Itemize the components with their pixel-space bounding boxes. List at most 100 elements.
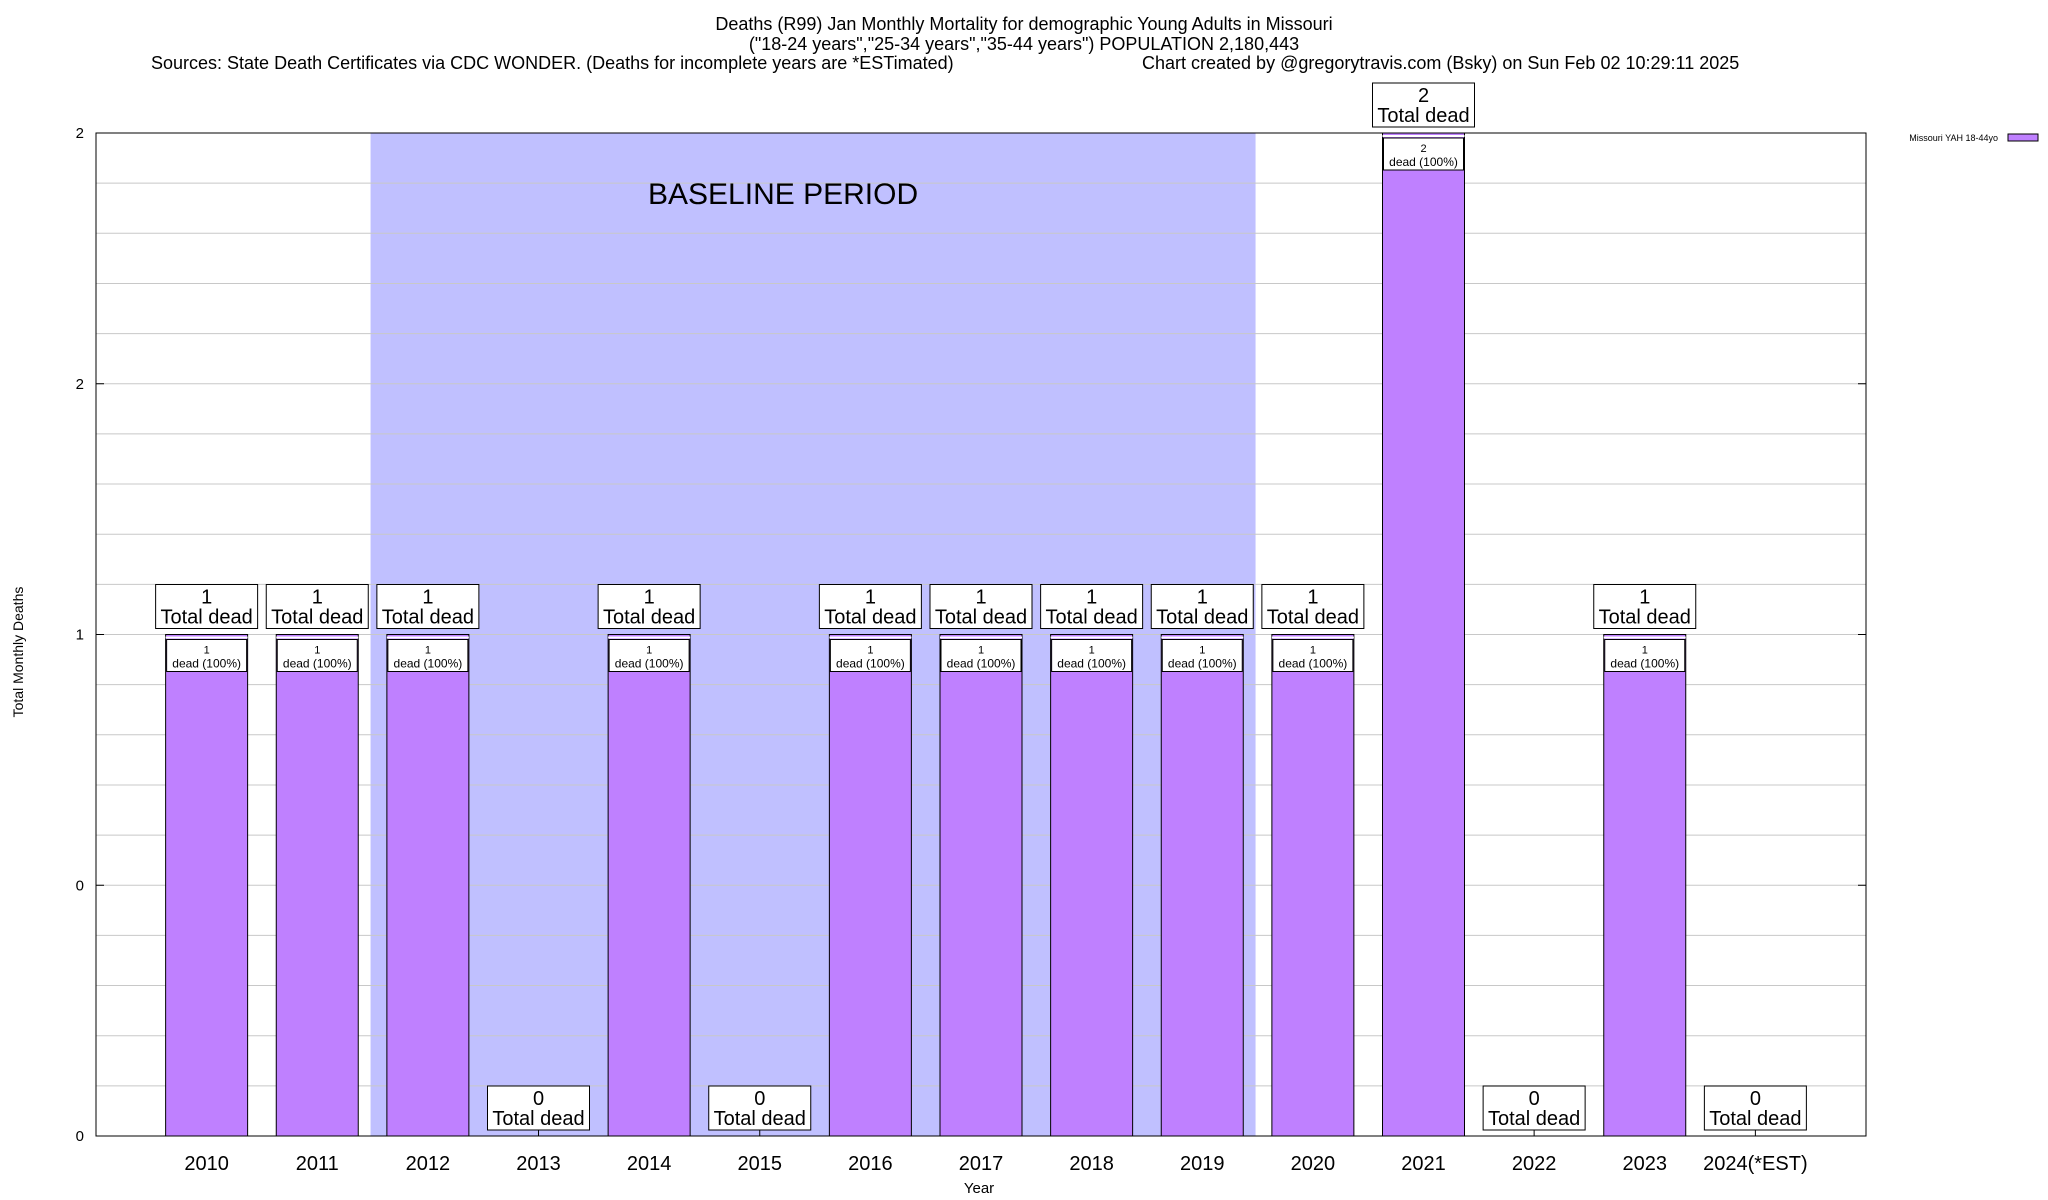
- bar-label-box: [1051, 639, 1133, 672]
- x-tick-label: 2012: [406, 1153, 451, 1175]
- total-label-value: 1: [1307, 587, 1318, 609]
- bar-label-value: 1: [1642, 645, 1648, 657]
- bar-label-box: [608, 639, 690, 672]
- y-tick-label: 0: [76, 1128, 84, 1145]
- total-label-value: 0: [754, 1088, 765, 1110]
- baseline-label: BASELINE PERIOD: [648, 178, 918, 211]
- bar-label-value: 1: [1089, 645, 1095, 657]
- bar-label-text: dead (100%): [1389, 155, 1458, 169]
- total-label-box: [818, 584, 922, 629]
- total-label-box: [1372, 82, 1475, 128]
- x-tick-label: 2019: [1180, 1153, 1225, 1175]
- total-label-box: [1261, 584, 1365, 629]
- bar-label-value: 1: [646, 645, 652, 657]
- bar: [828, 634, 912, 1137]
- bar-label-text: dead (100%): [1279, 657, 1348, 671]
- bar-label-value: 1: [1199, 645, 1205, 657]
- total-label-value: 1: [1197, 587, 1208, 609]
- total-label-text: Total dead: [160, 607, 252, 629]
- bar-label-value: 1: [978, 645, 984, 657]
- sources-note: Sources: State Death Certificates via CD…: [151, 53, 954, 73]
- bar-label-box: [1604, 639, 1686, 672]
- bar-label-value: 1: [314, 645, 320, 657]
- bar-label-value: 1: [425, 645, 431, 657]
- x-tick-label: 2013: [516, 1153, 561, 1175]
- bar-label-box: [1272, 639, 1354, 672]
- bar-label-value: 1: [1310, 645, 1316, 657]
- bar-label-box: [940, 639, 1022, 672]
- x-tick-label: 2016: [848, 1153, 893, 1175]
- bar: [165, 634, 249, 1137]
- total-label-value: 1: [644, 587, 655, 609]
- total-label-text: Total dead: [271, 607, 363, 629]
- x-tick-label: 2021: [1401, 1153, 1446, 1175]
- bar-label-box: [829, 639, 911, 672]
- total-label-value: 2: [1418, 85, 1429, 107]
- bar: [386, 634, 470, 1137]
- bar-label-box: [387, 639, 469, 672]
- total-label-text: Total dead: [603, 607, 695, 629]
- bar-label-text: dead (100%): [947, 657, 1016, 671]
- bar-label-text: dead (100%): [394, 657, 463, 671]
- bar: [1160, 634, 1244, 1137]
- total-label-text: Total dead: [382, 607, 474, 629]
- title-line-2: ("18-24 years","25-34 years","35-44 year…: [748, 34, 1300, 54]
- total-label-box: [1703, 1085, 1807, 1131]
- y-tick-label: 2: [76, 125, 84, 142]
- total-label-value: 1: [201, 587, 212, 609]
- x-axis-label: Year: [963, 1180, 995, 1197]
- total-label-box: [1593, 584, 1697, 629]
- x-tick-label: 2018: [1069, 1153, 1114, 1175]
- x-tick-label: 2017: [959, 1153, 1004, 1175]
- bar-label-box: [166, 639, 248, 672]
- x-tick-label: 2010: [184, 1153, 229, 1175]
- y-tick-label: 1: [76, 627, 84, 644]
- total-label-text: Total dead: [1488, 1108, 1580, 1130]
- bar: [275, 634, 359, 1137]
- bar: [939, 634, 1023, 1137]
- bar-label-text: dead (100%): [836, 657, 905, 671]
- total-label-box: [929, 584, 1033, 629]
- total-label-box: [1482, 1085, 1586, 1131]
- x-tick-label: 2022: [1512, 1153, 1557, 1175]
- x-tick-label: 2020: [1291, 1153, 1336, 1175]
- total-label-text: Total dead: [1377, 105, 1469, 127]
- x-tick-label: 2023: [1623, 1153, 1668, 1175]
- bar-label-text: dead (100%): [1057, 657, 1126, 671]
- total-label-text: Total dead: [714, 1108, 806, 1130]
- total-label-text: Total dead: [1709, 1108, 1801, 1130]
- bar: [607, 634, 691, 1137]
- total-label-text: Total dead: [824, 607, 916, 629]
- total-label-value: 0: [1529, 1088, 1540, 1110]
- bar: [1271, 634, 1355, 1137]
- y-tick-label: 2: [76, 376, 84, 393]
- total-label-text: Total dead: [1599, 607, 1691, 629]
- bar-label-value: 2: [1420, 143, 1426, 155]
- total-label-box: [708, 1085, 812, 1131]
- bar-label-text: dead (100%): [283, 657, 352, 671]
- x-tick-label: 2024(*EST): [1703, 1153, 1808, 1175]
- total-label-box: [376, 584, 480, 629]
- total-label-text: Total dead: [492, 1108, 584, 1130]
- total-label-box: [1150, 584, 1254, 629]
- bar-label-value: 1: [867, 645, 873, 657]
- bar-label-value: 1: [204, 645, 210, 657]
- bar-label-text: dead (100%): [1168, 657, 1237, 671]
- bar-label-text: dead (100%): [172, 657, 241, 671]
- x-tick-label: 2011: [296, 1153, 339, 1175]
- total-label-value: 1: [1086, 587, 1097, 609]
- bar-label-box: [1383, 137, 1464, 171]
- x-tick-label: 2015: [738, 1153, 783, 1175]
- total-label-value: 1: [422, 587, 433, 609]
- credit-note: Chart created by @gregorytravis.com (Bsk…: [1142, 53, 1740, 73]
- total-label-box: [487, 1085, 590, 1131]
- y-axis-label: Total Monthly Deaths: [10, 586, 26, 718]
- total-label-value: 1: [975, 587, 986, 609]
- total-label-box: [265, 584, 369, 629]
- bar-label-text: dead (100%): [1610, 657, 1679, 671]
- bar-label-box: [276, 639, 358, 672]
- total-label-value: 1: [312, 587, 323, 609]
- total-label-value: 0: [533, 1088, 544, 1110]
- total-label-value: 1: [865, 587, 876, 609]
